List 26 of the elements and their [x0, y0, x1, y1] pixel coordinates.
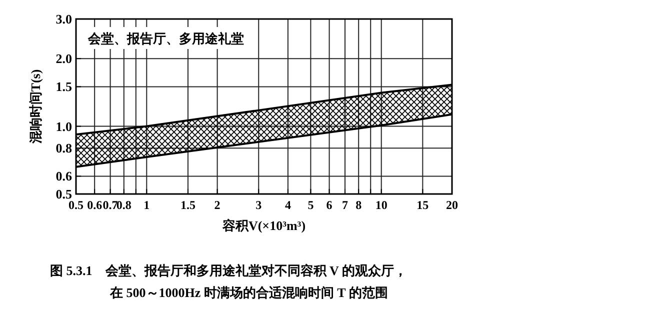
x-tick-label: 3: [256, 198, 262, 212]
y-tick-label: 1.5: [56, 79, 72, 94]
y-tick-label: 1.0: [56, 118, 72, 134]
y-tick-label: 0.8: [56, 140, 72, 156]
x-tick-label: 15: [416, 198, 429, 212]
x-tick-label: 7: [342, 198, 348, 212]
x-tick-label: 8: [356, 198, 362, 212]
text: 在 500～1000Hz 时满场的合适混响时间 T 的范围: [109, 285, 388, 300]
x-tick-label: 10: [375, 198, 388, 212]
y-tick-label: 3.0: [56, 12, 72, 27]
x-tick-label: 5: [308, 198, 314, 212]
x-tick-label: 0.7: [102, 198, 118, 212]
y-tick-label: 0.6: [56, 168, 72, 184]
x-axis-title: 容积V(×10³m³): [221, 218, 306, 233]
x-tick-label: 20: [446, 198, 458, 212]
x-tick-label: 0.6: [87, 198, 102, 212]
x-tick-label: 1.5: [180, 198, 196, 212]
x-tick-label: 2: [214, 198, 220, 212]
caption: 图 5.3.1 会堂、报告厅和多用途礼堂对不同容积 V 的观众厅，: [50, 263, 407, 278]
y-axis-title: 混响时间T(s): [28, 69, 43, 145]
x-tick-label: 0.8: [116, 198, 132, 212]
text: 会堂、报告厅、多用途礼堂: [87, 31, 244, 46]
y-tick-label: 2.0: [56, 51, 72, 66]
x-tick-label: 1: [144, 198, 150, 212]
x-tick-label: 4: [284, 198, 291, 212]
x-tick-label: 6: [326, 198, 332, 212]
